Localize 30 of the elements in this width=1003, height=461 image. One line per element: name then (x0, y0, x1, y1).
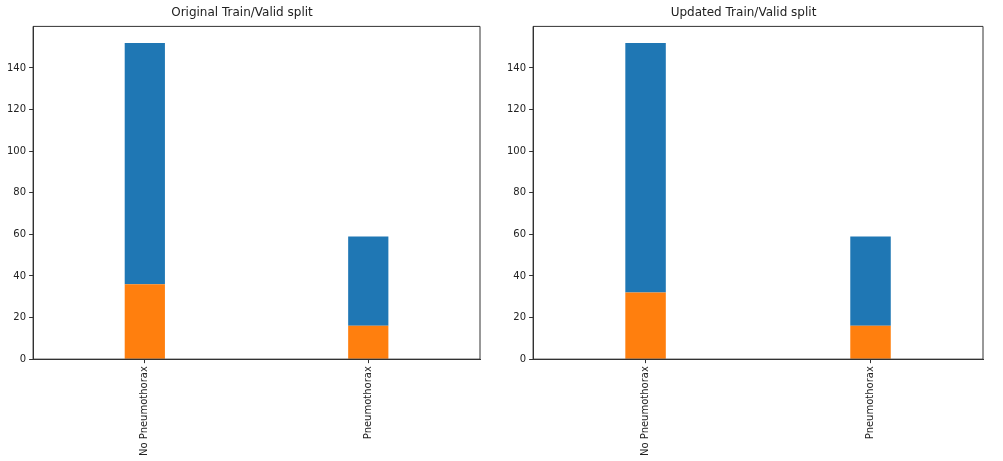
bar (348, 236, 389, 326)
y-tick-label: 120 (6, 103, 27, 115)
x-tick-label: Pneumothorax (864, 366, 876, 440)
y-tick-label: 80 (513, 186, 527, 198)
y-tick-label: 100 (6, 144, 27, 156)
y-tick-label: 100 (506, 144, 527, 156)
y-tick-label: 0 (19, 352, 27, 364)
y-tick-label: 40 (513, 269, 527, 281)
bar (625, 43, 666, 293)
y-tick-label: 40 (13, 269, 27, 281)
y-tick-label: 0 (519, 352, 527, 364)
bar (124, 43, 165, 285)
y-tick-label: 140 (6, 61, 27, 73)
y-tick-label: 140 (506, 61, 527, 73)
y-tick-label: 120 (506, 103, 527, 115)
x-tick-label: Pneumothorax (361, 366, 373, 440)
y-tick-label: 20 (513, 311, 527, 323)
bar (625, 292, 666, 359)
y-tick-label: 80 (13, 186, 27, 198)
y-tick-label: 20 (13, 311, 27, 323)
x-tick-label: No Pneumothorax (138, 366, 150, 457)
y-tick-label: 60 (13, 227, 27, 239)
bar (348, 325, 389, 359)
chart-title: Updated Train/Valid split (670, 5, 817, 20)
bar (850, 236, 891, 326)
x-tick-label: No Pneumothorax (639, 366, 651, 457)
y-tick-label: 60 (513, 227, 527, 239)
bar (124, 284, 165, 359)
chart-title: Original Train/Valid split (171, 5, 314, 20)
bar (850, 325, 891, 359)
